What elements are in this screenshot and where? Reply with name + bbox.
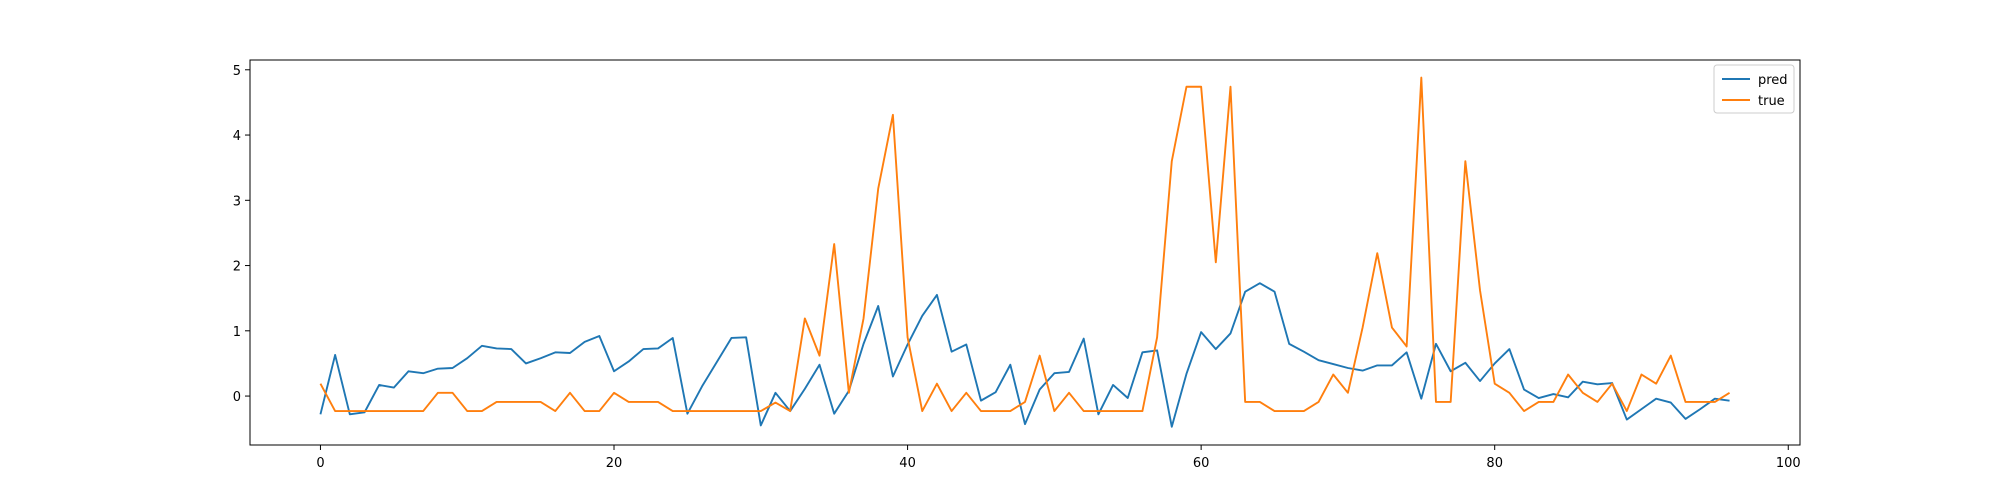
x-tick-label: 100 [1776,456,1801,471]
legend: pred true [1713,64,1795,114]
x-tick-label: 0 [316,456,324,471]
x-tick-label: 40 [899,456,916,471]
y-tick-label: 2 [233,260,241,275]
series-line-true [319,76,1731,413]
legend-box [1713,64,1795,114]
plot-lines [319,76,1731,428]
y-tick-label: 5 [233,64,241,79]
legend-label-true: true [1758,94,1785,109]
y-tick-label: 1 [233,325,241,340]
y-tick-label: 4 [233,129,241,144]
x-tick-label: 20 [606,456,623,471]
y-tick-label: 0 [233,390,241,405]
plot-area-frame [249,59,1801,446]
series-line-pred [319,282,1730,428]
y-tick-label: 3 [233,194,241,209]
y-axis: 0 1 2 3 4 5 [233,64,250,405]
x-axis: 0 20 40 60 80 100 [316,445,1801,471]
x-tick-label: 60 [1193,456,1210,471]
x-tick-label: 80 [1486,456,1503,471]
legend-label-pred: pred [1758,73,1788,88]
